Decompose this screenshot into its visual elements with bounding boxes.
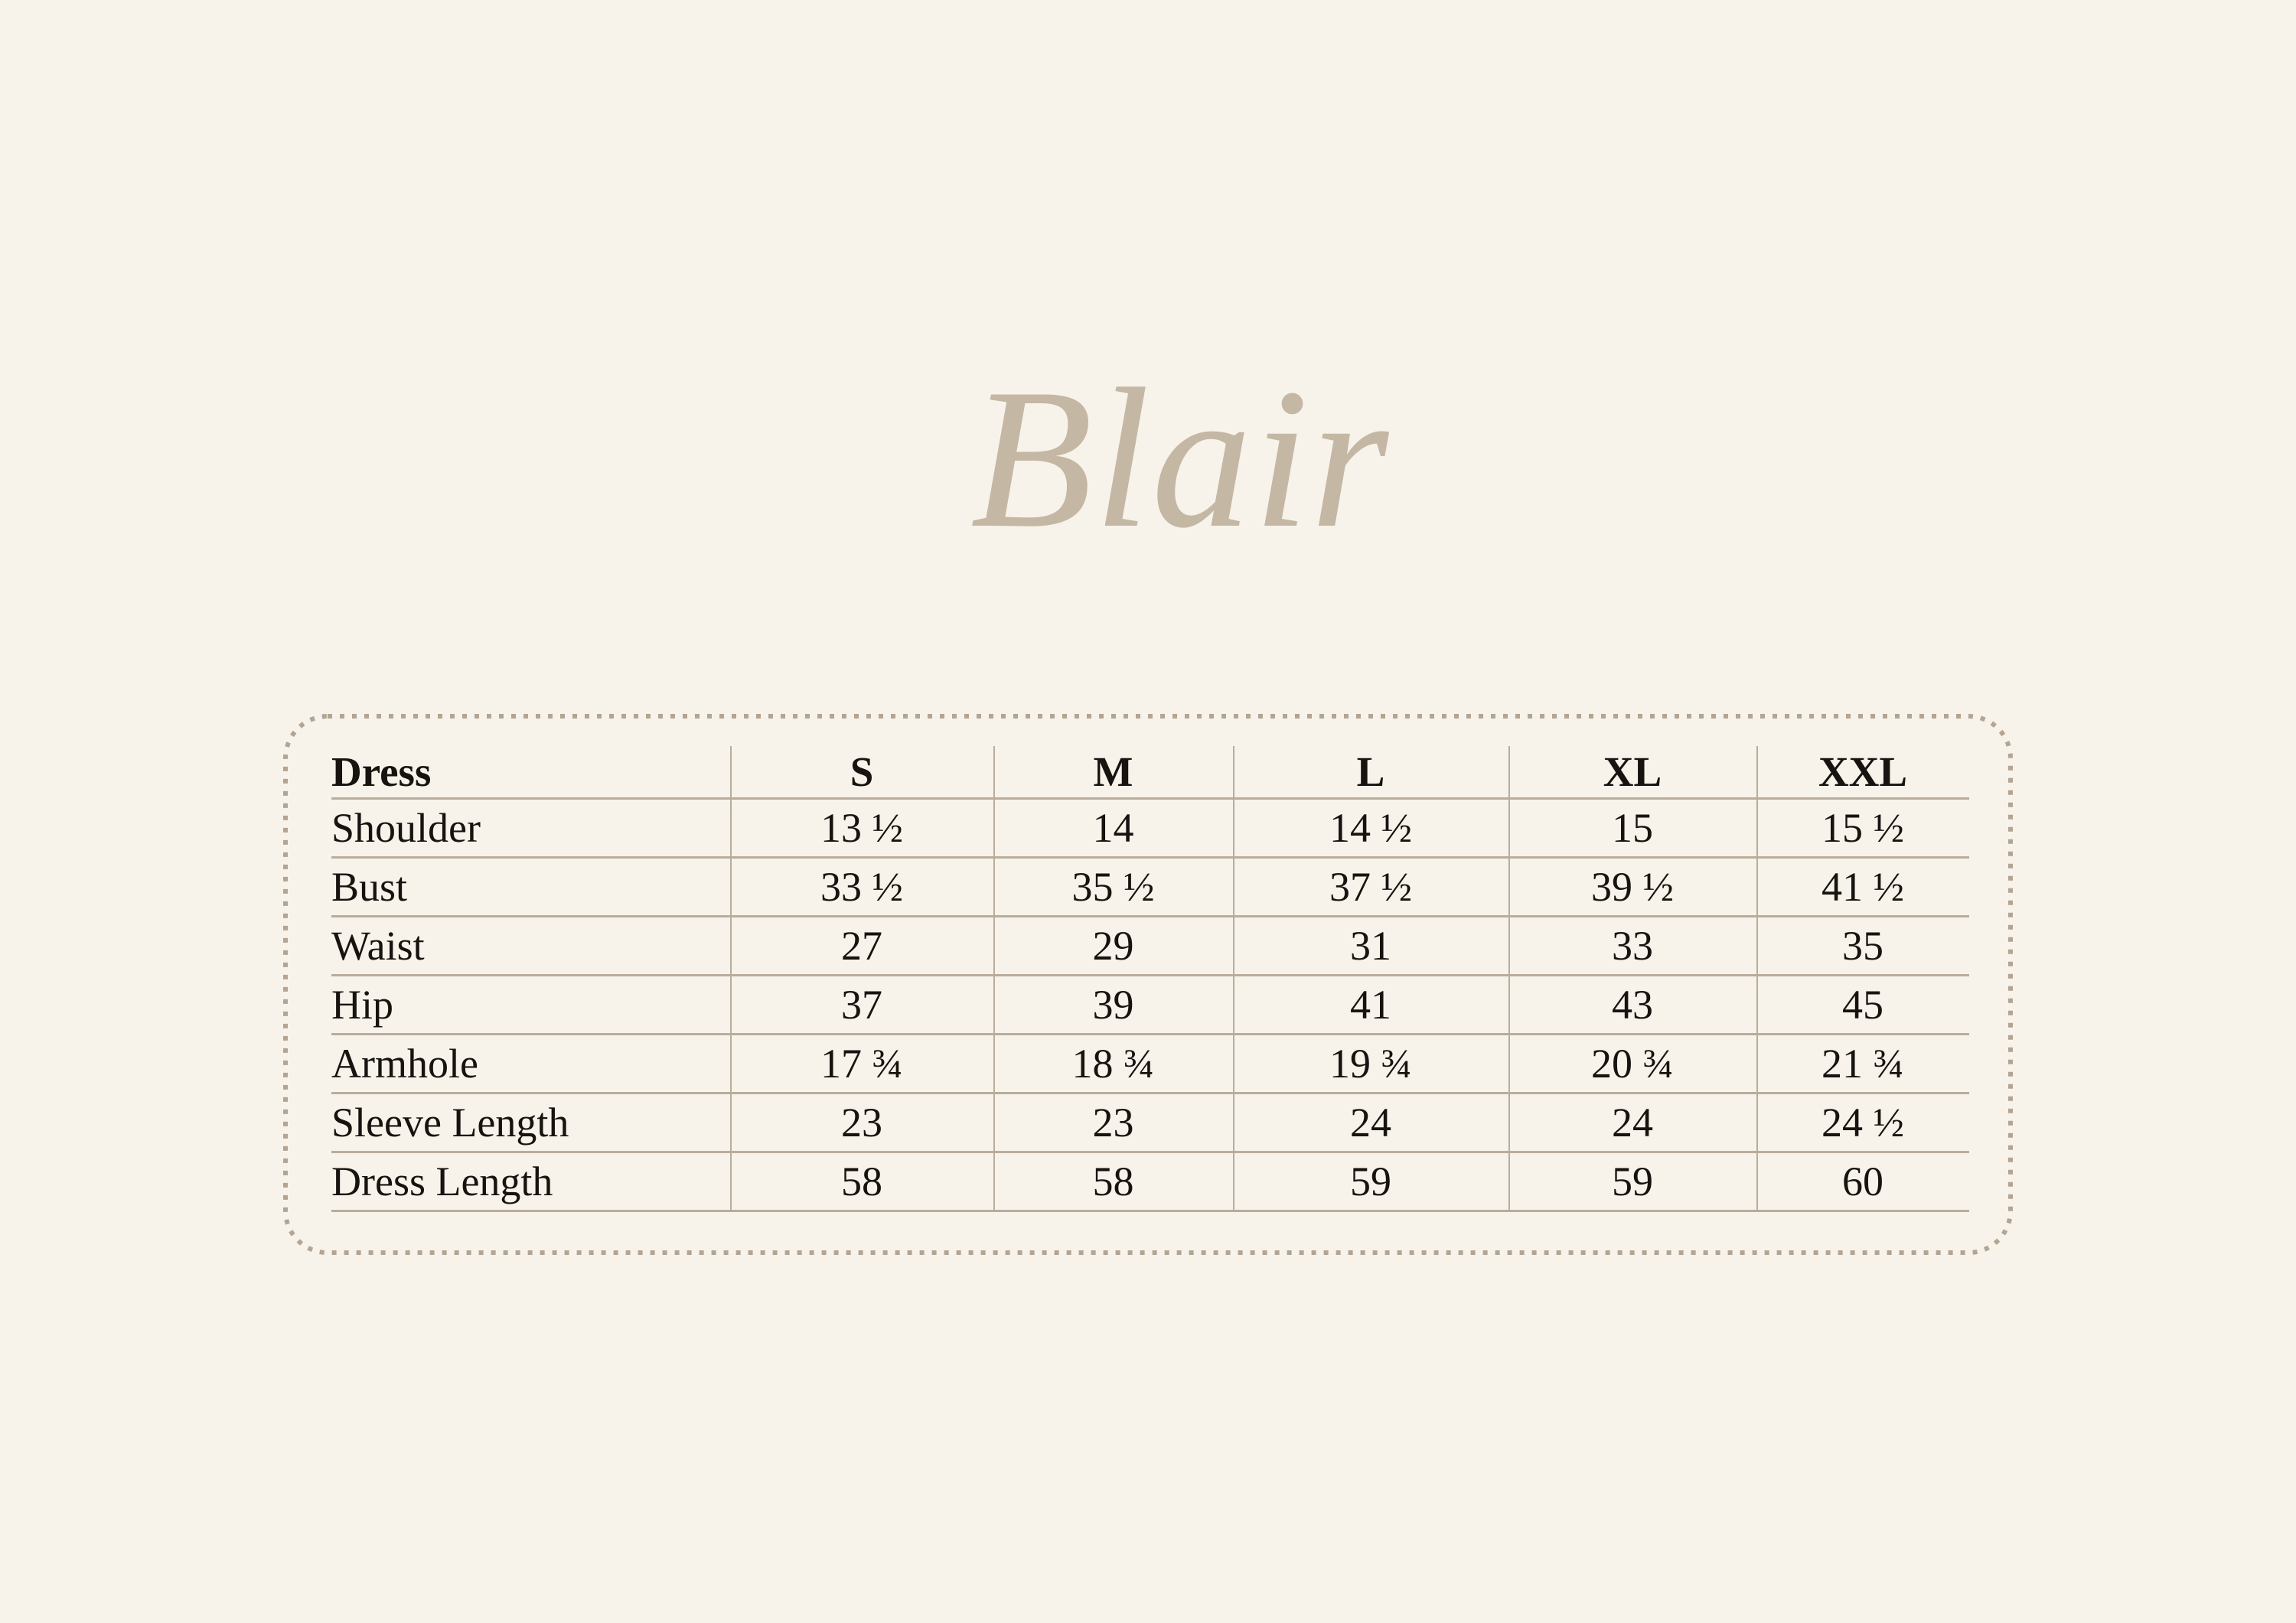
size-value: 15 ½ xyxy=(1821,805,1904,851)
size-value: 21 ¾ xyxy=(1821,1041,1904,1087)
size-value: 14 ½ xyxy=(1329,805,1412,851)
size-value: 24 xyxy=(1612,1100,1653,1146)
table-row: Shoulder 13 ½ 14 14 ½ 15 15 ½ xyxy=(331,800,1969,859)
table-row: Hip 37 39 41 43 45 xyxy=(331,976,1969,1035)
header-size-s: S xyxy=(850,748,874,795)
column-divider xyxy=(1233,746,1234,1212)
size-value: 43 xyxy=(1612,982,1653,1028)
size-value: 24 xyxy=(1350,1100,1391,1146)
size-value: 33 xyxy=(1612,923,1653,969)
size-value: 24 ½ xyxy=(1821,1100,1904,1146)
size-value: 29 xyxy=(1092,923,1134,969)
column-divider xyxy=(993,746,995,1212)
brand-logo: Blair xyxy=(32,348,2296,569)
size-value: 17 ¾ xyxy=(820,1041,903,1087)
size-value: 19 ¾ xyxy=(1329,1041,1412,1087)
table-row: Sleeve Length 23 23 24 24 24 ½ xyxy=(331,1094,1969,1153)
header-dress: Dress xyxy=(331,748,432,795)
size-value: 45 xyxy=(1842,982,1883,1028)
size-value: 59 xyxy=(1350,1159,1391,1204)
size-value: 23 xyxy=(1092,1100,1134,1146)
size-value: 41 ½ xyxy=(1821,864,1904,910)
size-value: 58 xyxy=(841,1159,882,1204)
size-value: 31 xyxy=(1350,923,1391,969)
table-row: Bust 33 ½ 35 ½ 37 ½ 39 ½ 41 ½ xyxy=(331,859,1969,917)
row-label: Shoulder xyxy=(331,805,481,851)
row-label: Hip xyxy=(331,982,393,1028)
size-value: 37 xyxy=(841,982,882,1028)
table-body: Shoulder 13 ½ 14 14 ½ 15 15 ½ Bust 33 ½ 35 ½ 37 ½… xyxy=(331,800,1969,1212)
table-row: Armhole 17 ¾ 18 ¾ 19 ¾ 20 ¾ 21 ¾ xyxy=(331,1035,1969,1094)
size-value: 18 ¾ xyxy=(1071,1041,1155,1087)
size-value: 33 ½ xyxy=(820,864,903,910)
table-header-row: Dress S M L XL XXL xyxy=(331,746,1969,800)
header-size-xxl: XXL xyxy=(1818,748,1908,795)
column-divider xyxy=(1508,746,1510,1212)
size-value: 23 xyxy=(841,1100,882,1146)
column-divider xyxy=(1756,746,1758,1212)
row-label: Sleeve Length xyxy=(331,1100,569,1146)
size-value: 60 xyxy=(1842,1159,1883,1204)
size-value: 14 xyxy=(1092,805,1134,851)
size-value: 35 xyxy=(1842,923,1883,969)
header-size-l: L xyxy=(1356,748,1385,795)
size-value: 13 ½ xyxy=(820,805,903,851)
row-label: Waist xyxy=(331,923,425,969)
size-value: 35 ½ xyxy=(1071,864,1155,910)
size-value: 27 xyxy=(841,923,882,969)
size-value: 20 ¾ xyxy=(1591,1041,1674,1087)
table-row: Waist 27 29 31 33 35 xyxy=(331,917,1969,976)
header-size-xl: XL xyxy=(1603,748,1662,795)
row-label: Bust xyxy=(331,864,408,910)
size-chart-panel: Dress S M L XL XXL Shoulder 13 ½ 14 14 ½ 15 1… xyxy=(283,714,2013,1255)
size-value: 39 xyxy=(1092,982,1134,1028)
dotted-frame xyxy=(283,714,2013,1255)
table-row: Dress Length 58 58 59 59 60 xyxy=(331,1153,1969,1212)
size-value: 58 xyxy=(1092,1159,1134,1204)
size-table: Dress S M L XL XXL Shoulder 13 ½ 14 14 ½ 15 1… xyxy=(331,746,1969,1212)
row-label: Armhole xyxy=(331,1041,478,1087)
row-label: Dress Length xyxy=(331,1159,553,1204)
size-value: 37 ½ xyxy=(1329,864,1412,910)
size-value: 41 xyxy=(1350,982,1391,1028)
header-size-m: M xyxy=(1093,748,1133,795)
size-value: 39 ½ xyxy=(1591,864,1674,910)
brand-logo-text: Blair xyxy=(970,347,1391,569)
size-value: 15 xyxy=(1612,805,1653,851)
column-divider xyxy=(730,746,732,1212)
size-value: 59 xyxy=(1612,1159,1653,1204)
